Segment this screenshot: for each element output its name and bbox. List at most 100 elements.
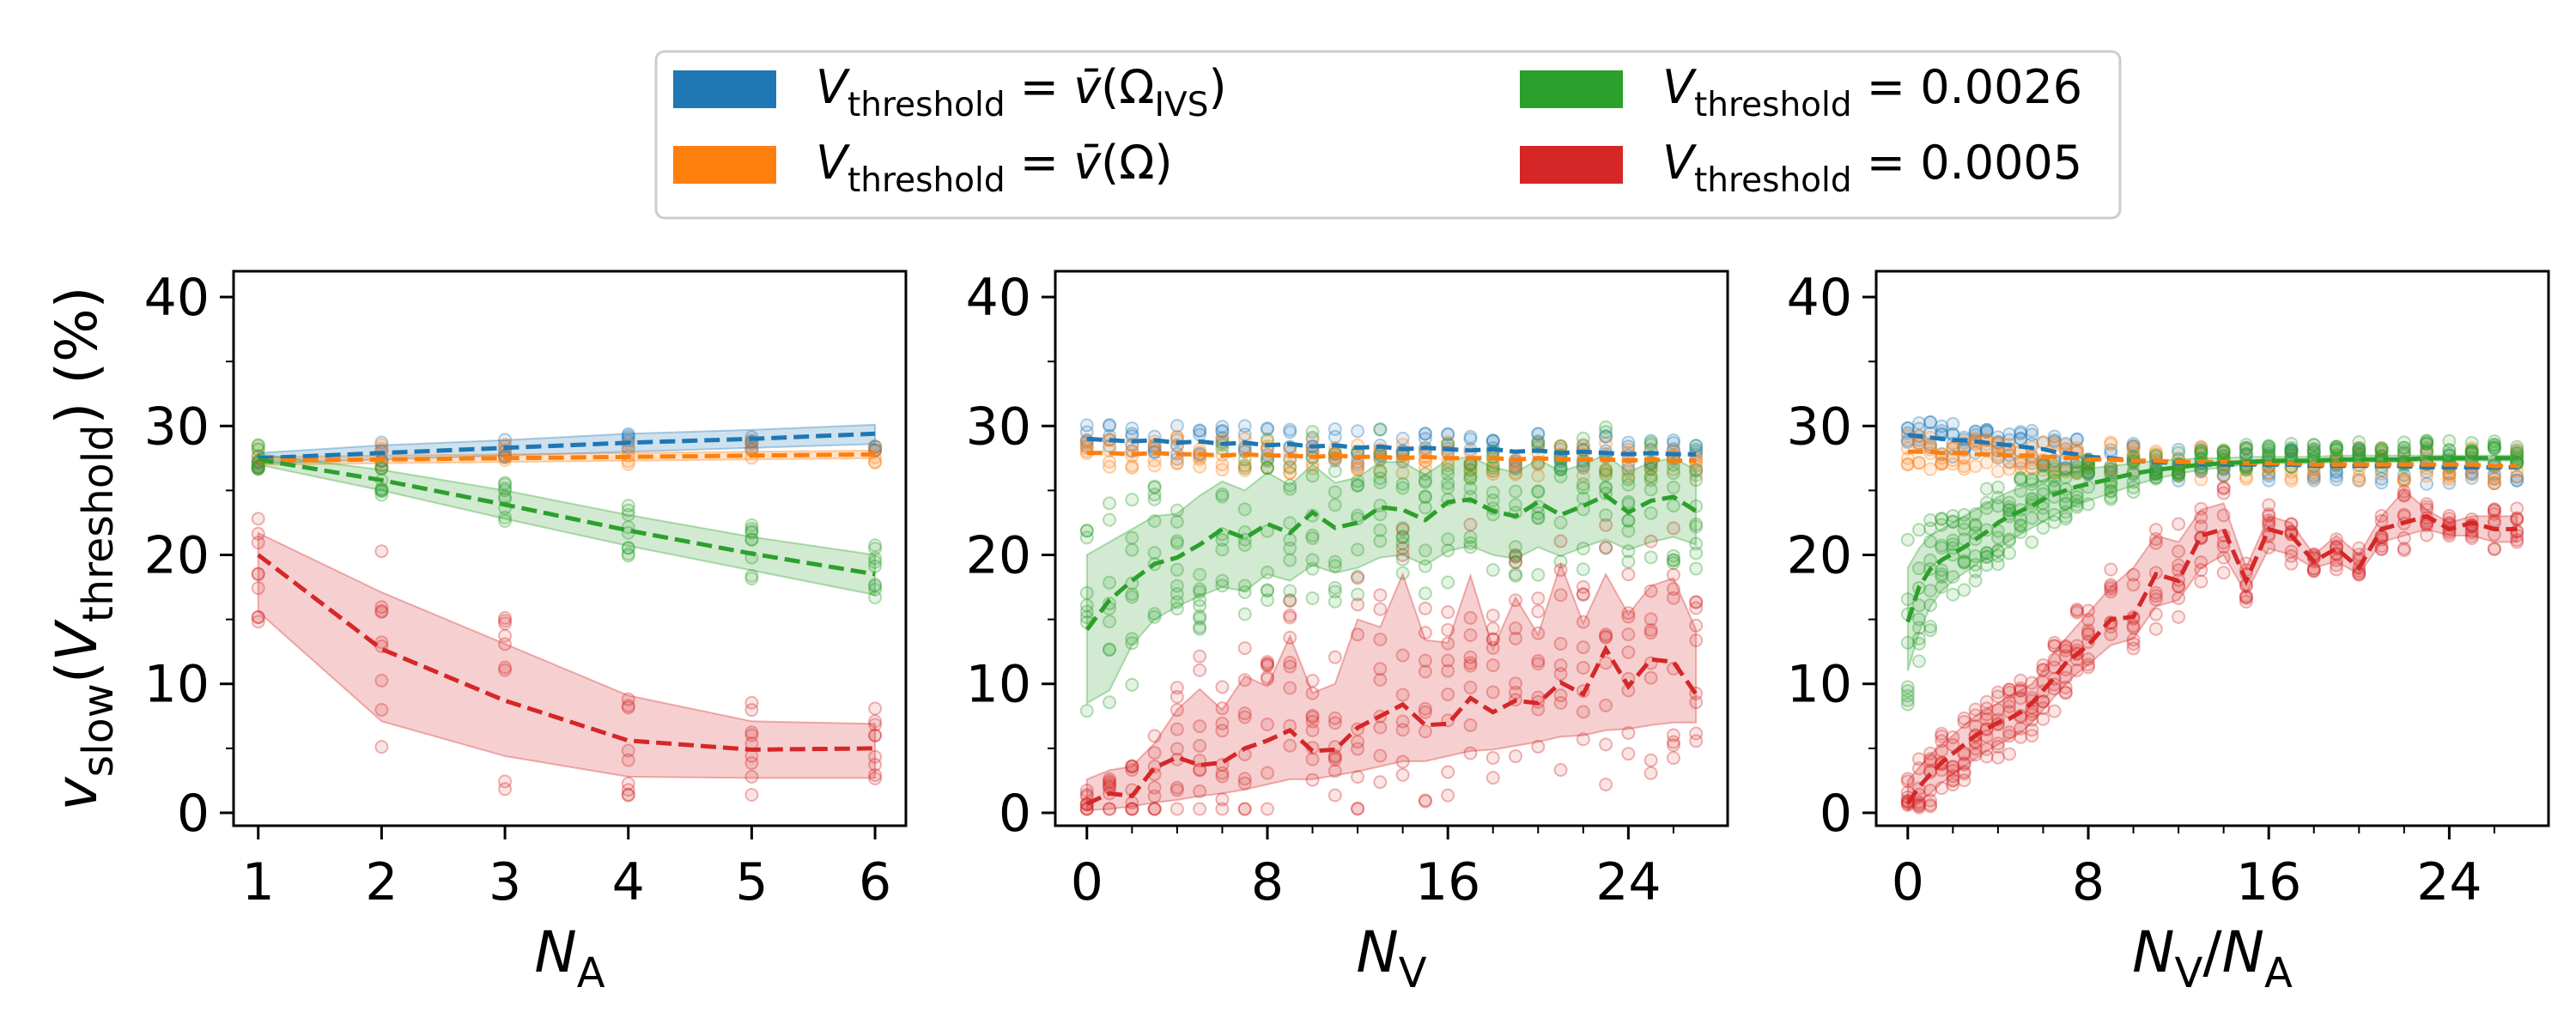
data-point [1900, 457, 1915, 471]
data-point [2014, 461, 2028, 476]
data-point [2058, 464, 2073, 479]
data-point [744, 518, 759, 532]
data-point [2374, 476, 2389, 490]
data-point [1509, 593, 1523, 608]
data-point [1260, 593, 1274, 608]
data-point [1305, 425, 1320, 439]
data-point [1283, 482, 1297, 496]
data-point [868, 542, 883, 556]
data-point [1373, 673, 1388, 688]
legend-swatch [673, 146, 776, 184]
data-point [2126, 621, 2141, 635]
data-point [1351, 569, 1365, 584]
data-point [1079, 437, 1094, 451]
data-point [2194, 442, 2208, 457]
data-point [1957, 583, 1971, 597]
data-point [2058, 670, 2073, 685]
data-point [2014, 425, 2028, 439]
data-point [1923, 799, 1938, 814]
data-point [1193, 611, 1207, 626]
data-point [1327, 650, 1342, 664]
data-point [1509, 484, 1523, 499]
y-tick-label: 0 [177, 784, 210, 844]
data-point [1418, 490, 1432, 505]
data-point [2036, 701, 2050, 716]
data-point [2330, 442, 2344, 457]
data-point [1373, 523, 1388, 537]
data-point [1643, 473, 1658, 488]
data-point [251, 526, 265, 541]
data-point [2464, 445, 2479, 460]
data-point [2047, 465, 2062, 480]
data-point [1946, 514, 1960, 529]
data-point [1689, 601, 1704, 615]
data-point [1283, 593, 1297, 608]
legend-label: Vthreshold = v̄(ΩIVS) [816, 60, 1227, 124]
data-point [2464, 445, 2479, 460]
data-point [1373, 507, 1388, 522]
data-point [1373, 632, 1388, 646]
data-point [1260, 717, 1274, 731]
data-point [251, 442, 265, 457]
data-point [2216, 445, 2231, 459]
data-point [1935, 563, 1949, 578]
data-point [1215, 573, 1230, 588]
data-point [1643, 670, 1658, 685]
data-point [1979, 546, 1994, 560]
data-point [1946, 763, 1960, 778]
data-point [1305, 591, 1320, 605]
scatter-points [1900, 428, 2524, 491]
data-point [1935, 456, 1949, 470]
data-point [1599, 468, 1613, 482]
data-point [2374, 508, 2389, 523]
data-point [1193, 663, 1207, 677]
data-point [1305, 430, 1320, 445]
series-line [257, 553, 876, 752]
data-point [2025, 712, 2039, 727]
data-point [251, 581, 265, 596]
data-point [1125, 677, 1139, 692]
data-point [1395, 530, 1410, 544]
data-point [2239, 438, 2253, 452]
data-point [1215, 769, 1230, 784]
data-point [2487, 476, 2501, 491]
data-point [1351, 571, 1365, 585]
data-point [2148, 471, 2163, 486]
data-point [1125, 802, 1139, 816]
data-point [1418, 664, 1432, 679]
data-point [1923, 521, 1938, 536]
data-point [2081, 627, 2095, 642]
data-point [1935, 734, 1949, 748]
data-point [2025, 511, 2039, 525]
data-point [1395, 541, 1410, 555]
data-point [1215, 542, 1230, 557]
data-point [1103, 642, 1117, 657]
x-tick-label: 24 [1595, 852, 1661, 912]
legend-label: Vthreshold = v̄(Ω) [816, 136, 1173, 200]
data-point [1553, 636, 1568, 651]
data-point [1147, 453, 1162, 468]
plot-area [1079, 418, 1704, 816]
data-point [2148, 532, 2163, 547]
data-point [1237, 463, 1252, 477]
data-point [1923, 793, 1938, 808]
data-point [1990, 499, 2005, 513]
data-point [1935, 541, 1949, 555]
data-point [2330, 442, 2344, 457]
data-point [2014, 683, 2028, 698]
data-point [1531, 511, 1546, 525]
data-point [2172, 544, 2186, 559]
data-point [2239, 472, 2253, 487]
data-point [1935, 726, 1949, 741]
plot-area [1900, 415, 2524, 815]
data-point [251, 609, 265, 624]
series-band [257, 531, 877, 779]
data-point [1990, 689, 2005, 704]
data-point [1911, 621, 1926, 635]
data-point [1170, 681, 1184, 695]
scatter-points [1900, 433, 2524, 712]
data-point [251, 610, 265, 625]
data-point [2194, 439, 2208, 454]
data-point [1957, 459, 1971, 474]
data-point [868, 749, 883, 764]
